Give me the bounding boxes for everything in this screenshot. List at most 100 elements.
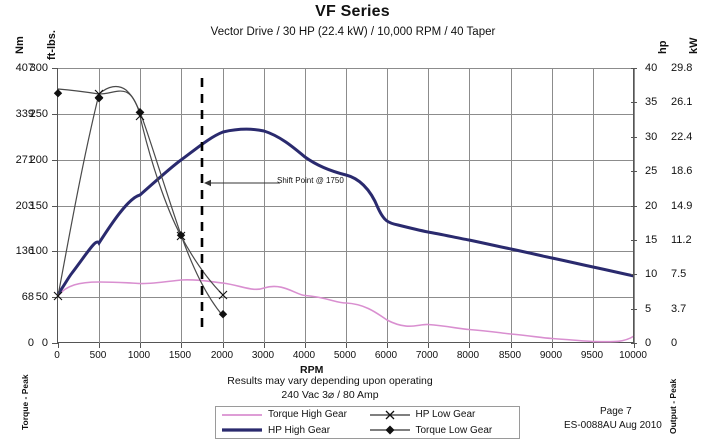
right-side-note: Output - Peak [668,378,678,434]
xtick-1500: 1500 [168,350,192,361]
tick-x-8000 [469,343,470,348]
gridline-rpm-3000 [264,68,265,343]
legend-item-hp-low-gear: HP Low Gear [368,409,516,421]
series-torque-high-gear-line [57,279,635,343]
ytick-nm-0: 0 [27,337,34,349]
xtick-6000: 6000 [374,350,398,361]
ytick-hp-25: 25 [645,165,658,177]
series-hp-low-gear-line [57,85,224,297]
tick-x-6000 [387,343,388,348]
gridline-rpm-9000 [552,68,553,343]
gridline-rpm-1500 [181,68,182,343]
xtick-8500: 8500 [498,350,522,361]
tick-x-2000 [223,343,224,348]
ytick-nm-136: 136 [15,245,34,257]
ytick-ftlbs-0: 0 [41,337,48,349]
gridline-rpm-10000 [634,68,635,343]
marker-group-hp-low-gear [53,89,228,301]
axis-unit-ftlbs: ft-lbs. [46,30,58,60]
tick-right-5 [631,309,637,310]
shift-point-arrow [204,179,280,187]
ytick-kw-29-8: 29.8 [671,62,693,74]
legend-swatch-torque-high-gear [220,409,264,421]
xtick-9500: 9500 [580,350,604,361]
ytick-kw-14-9: 14.9 [671,200,693,212]
tick-left-150 [52,206,58,207]
axis-unit-kw: kW [688,37,700,55]
gridline-rpm-1000 [140,68,141,343]
ytick-hp-30: 30 [645,131,658,143]
ytick-kw-0: 0 [671,337,678,349]
tick-right-25 [631,171,637,172]
gridline-rpm-6000 [387,68,388,343]
tick-left-200 [52,160,58,161]
footer-note-line1: Results may vary depending upon operatin… [227,375,433,387]
shift-point-label: Shift Point @ 1750 [277,176,344,185]
document-id: ES-0088AU Aug 2010 [564,420,662,431]
footer-note-line2: 240 Vac 3⌀ / 80 Amp [281,389,379,401]
legend-item-hp-high-gear: HP High Gear [220,424,368,436]
legend-swatch-torque-low-gear [368,424,412,436]
tick-right-40 [631,68,637,69]
legend-label-hp-low-gear: HP Low Gear [415,409,476,421]
tick-x-1500 [181,343,182,348]
tick-x-4000 [305,343,306,348]
gridline-rpm-8500 [511,68,512,343]
tick-x-3000 [264,343,265,348]
tick-x-9500 [593,343,594,348]
ytick-kw-18-6: 18.6 [671,165,693,177]
ytick-ftlbs-300: 300 [29,62,48,74]
tick-x-1000 [140,343,141,348]
ytick-hp-15: 15 [645,234,658,246]
page-number: Page 7 [600,406,632,417]
legend-item-torque-high-gear: Torque High Gear [220,409,368,421]
xtick-500: 500 [89,350,107,361]
gridline-rpm-2000 [223,68,224,343]
ytick-ftlbs-150: 150 [29,200,48,212]
ytick-ftlbs-250: 250 [29,108,48,120]
series-torque-low-gear-line [57,88,224,317]
tick-left-0 [52,343,58,344]
ytick-kw-11-2: 11.2 [671,234,692,246]
ytick-kw-26-1: 26.1 [671,96,693,108]
tick-left-100 [52,251,58,252]
tick-x-8500 [511,343,512,348]
xtick-0: 0 [54,350,60,361]
ytick-kw-3-7: 3.7 [671,303,687,315]
plot-area [52,68,635,348]
xtick-10000: 10000 [619,350,647,361]
ytick-ftlbs-50: 50 [35,291,48,303]
legend-item-torque-low-gear: Torque Low Gear [368,424,516,436]
gridline-rpm-7000 [428,68,429,343]
tick-left-50 [52,297,58,298]
tick-right-10 [631,274,637,275]
page-title: VF Series [315,3,390,20]
left-side-note: Torque - Peak [20,374,30,430]
right-axis [631,68,637,344]
tick-x-0 [58,343,59,348]
legend: Torque High Gear HP Low Gear HP High Gea… [215,406,520,439]
tick-right-20 [631,206,637,207]
page-subtitle: Vector Drive / 30 HP (22.4 kW) / 10,000 … [210,26,496,38]
tick-left-300 [52,68,58,69]
legend-swatch-hp-high-gear [220,424,264,436]
footer-note: Results may vary depending upon operatin… [120,374,540,402]
ytick-hp-5: 5 [645,303,652,315]
gridline-rpm-500 [99,68,100,343]
ytick-nm-271: 271 [15,154,34,166]
curves-svg [53,78,635,343]
tick-right-35 [631,102,637,103]
gridline-rpm-5000 [346,68,347,343]
axis-unit-hp: hp [657,40,669,54]
tick-right-15 [631,240,637,241]
tick-x-500 [99,343,100,348]
tick-x-9000 [552,343,553,348]
tick-right-30 [631,137,637,138]
ytick-ftlbs-200: 200 [29,154,48,166]
tick-left-250 [52,114,58,115]
xtick-4000: 4000 [292,350,316,361]
gridline-rpm-8000 [469,68,470,343]
gridline-rpm-9500 [593,68,594,343]
xtick-3000: 3000 [251,350,275,361]
series-hp-high-gear-line [56,127,635,295]
